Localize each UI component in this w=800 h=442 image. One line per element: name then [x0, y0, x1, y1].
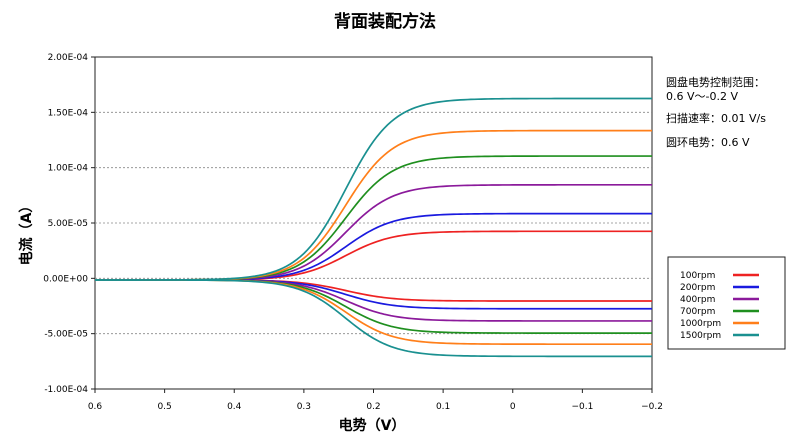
- x-tick-label: −0.2: [641, 402, 663, 412]
- x-tick-label: 0.1: [436, 402, 450, 412]
- legend-box: [667, 256, 786, 350]
- series-100rpm-disk-line: [95, 230, 652, 281]
- x-tick-label: 0.2: [366, 402, 380, 412]
- y-axis-ticks: 2.00E-04 1.50E-04 1.00E-04 5.00E-05 0.00E+00…: [43, 53, 95, 395]
- x-tick-label: 0: [510, 402, 516, 412]
- x-axis-ticks: 0.6 0.5 0.4 0.3 0.2 0.1 0 −0.1 −0.2: [88, 389, 663, 412]
- legend-label-1500rpm: 1500rpm: [680, 331, 721, 341]
- series-400rpm-disk-line: [95, 183, 652, 281]
- series-100rpm-ring-line: [95, 279, 652, 302]
- legend-label-1000rpm: 1000rpm: [680, 319, 721, 329]
- x-tick-label: 0.4: [227, 402, 242, 412]
- legend-label-700rpm: 700rpm: [680, 307, 715, 317]
- y-tick-label: 5.00E-05: [48, 219, 88, 229]
- y-tick-label: 2.00E-04: [48, 53, 89, 63]
- legend-label-200rpm: 200rpm: [680, 283, 715, 293]
- y-tick-label: 1.00E-04: [48, 164, 89, 174]
- x-axis-label: 电势（V）: [339, 417, 406, 434]
- series-lines: [95, 97, 652, 358]
- x-tick-label: 0.5: [157, 402, 171, 412]
- annotations: 圆盘电势控制范围： 0.6 V～-0.2 V 扫描速率：0.01 V/s 圆环电…: [666, 75, 766, 149]
- annotation-ring-potential: 圆环电势：0.6 V: [666, 136, 750, 149]
- y-tick-label: 0.00E+00: [43, 274, 88, 284]
- annotation-range-label: 圆盘电势控制范围：: [666, 75, 765, 89]
- plot-area: 2.00E-04 1.50E-04 1.00E-04 5.00E-05 0.00E+00…: [43, 53, 663, 412]
- series-200rpm-disk-line: [95, 212, 652, 281]
- x-tick-label: 0.3: [297, 402, 311, 412]
- legend: 100rpm 200rpm 400rpm 700rpm 1000rpm 1500rpm: [667, 256, 786, 350]
- annotation-range-value: 0.6 V～-0.2 V: [666, 90, 738, 103]
- series-700rpm-disk-line: [95, 155, 652, 281]
- legend-label-400rpm: 400rpm: [680, 295, 715, 305]
- series-1500rpm-ring-line: [95, 279, 652, 358]
- x-tick-label: 0.6: [88, 402, 103, 412]
- y-tick-label: -1.00E-04: [44, 385, 88, 395]
- legend-label-100rpm: 100rpm: [680, 271, 715, 281]
- series-700rpm-ring-line: [95, 279, 652, 334]
- y-tick-label: 1.50E-04: [48, 108, 89, 118]
- series-1000rpm-disk-line: [95, 129, 652, 281]
- series-1500rpm-disk-line: [95, 97, 652, 281]
- annotation-scan-rate: 扫描速率：0.01 V/s: [666, 111, 766, 125]
- chart-title: 背面装配方法: [334, 11, 436, 32]
- x-tick-label: −0.1: [571, 402, 593, 412]
- y-tick-label: -5.00E-05: [44, 330, 88, 340]
- series-200rpm-ring-line: [95, 279, 652, 310]
- y-axis-label: 电流（A）: [18, 199, 35, 266]
